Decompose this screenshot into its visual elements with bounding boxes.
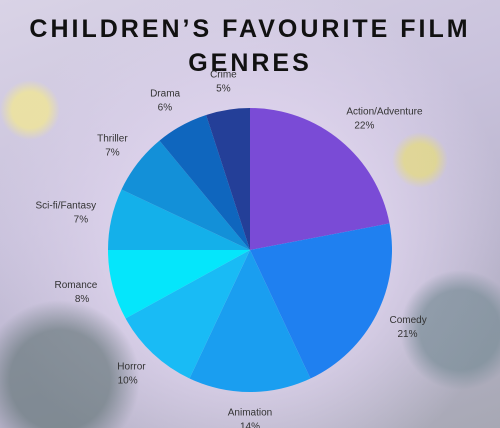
slice-label: Romance (55, 280, 98, 291)
slice-label: Drama (150, 89, 180, 100)
slice-label: Animation (228, 408, 272, 419)
slice-value-label: 21% (397, 329, 417, 340)
pie-slice (250, 223, 392, 379)
pie-slice (121, 140, 250, 250)
slice-label: Horror (117, 362, 146, 373)
pie-slice (206, 108, 250, 250)
slice-value-label: 22% (354, 121, 374, 132)
slice-label: Comedy (389, 315, 426, 326)
chart-title: CHILDREN’S FAVOURITE FILM GENRES (29, 15, 471, 77)
slice-label: Crime (210, 70, 237, 81)
slice-value-label: 8% (75, 294, 90, 305)
pie-slice (189, 250, 311, 392)
pie-slice (108, 250, 250, 319)
pie-slice (125, 250, 250, 379)
pie-slice (159, 114, 250, 250)
slice-value-label: 7% (105, 147, 120, 158)
slice-label: Sci-fi/Fantasy (36, 201, 97, 212)
slice-label: Thriller (97, 133, 128, 144)
slice-label: Action/Adventure (346, 107, 423, 118)
slice-value-label: 5% (216, 84, 231, 95)
slice-value-label: 7% (74, 215, 89, 226)
pie-slice (108, 189, 250, 250)
pie-slice (250, 108, 390, 250)
slice-value-label: 14% (240, 422, 260, 428)
slice-value-label: 6% (158, 103, 173, 114)
slice-value-label: 10% (118, 376, 138, 387)
